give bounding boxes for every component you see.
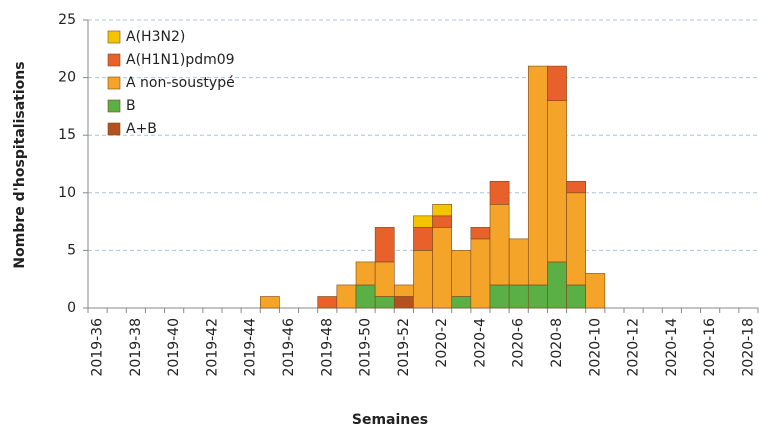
- x-tick-label: 2020-10: [587, 318, 603, 377]
- x-tick-label: 2019-36: [90, 318, 106, 377]
- legend-label: B: [126, 98, 136, 114]
- bar-segment: [374, 227, 395, 263]
- legend-swatch: [107, 53, 121, 67]
- x-tick-label: 2019-38: [128, 318, 144, 377]
- bar-segment: [451, 250, 472, 297]
- bar-segment: [432, 215, 453, 228]
- legend-swatch: [107, 99, 121, 113]
- bar-segment: [470, 227, 491, 240]
- x-tick-label: 2020-16: [702, 318, 718, 377]
- bar-segment: [374, 261, 395, 297]
- x-tick-label: 2020-6: [511, 318, 527, 368]
- bar-segment: [527, 284, 548, 309]
- bar-segment: [451, 296, 472, 309]
- bar-segment: [508, 238, 529, 286]
- legend-label: A(H1N1)pdm09: [126, 52, 235, 68]
- x-tick-label: 2020-2: [434, 318, 450, 368]
- bar-segment: [432, 204, 453, 217]
- legend-label: A+B: [126, 121, 157, 137]
- legend-swatch: [107, 30, 121, 44]
- bar-segment: [547, 65, 567, 101]
- bar-segment: [374, 296, 395, 309]
- x-tick-label: 2019-52: [396, 318, 412, 377]
- x-tick-label: 2019-50: [358, 318, 374, 377]
- x-tick-label: 2019-48: [319, 318, 335, 377]
- x-tick-label: 2020-4: [472, 318, 488, 368]
- bar-segment: [393, 284, 414, 297]
- y-tick-label: 25: [58, 12, 76, 28]
- bar-segment: [413, 215, 433, 228]
- bar-segment: [413, 227, 433, 251]
- bar-segment: [259, 296, 280, 309]
- bar-segment: [566, 284, 587, 309]
- legend-label: A(H3N2): [126, 29, 185, 45]
- y-tick-label: 20: [58, 70, 76, 86]
- x-tick-label: 2019-46: [281, 318, 297, 377]
- x-tick-label: 2020-8: [549, 318, 565, 368]
- y-axis-title: Nombre d'hospitalisations: [12, 61, 28, 268]
- x-tick-label: 2019-40: [166, 318, 182, 377]
- y-tick-label: 5: [67, 242, 76, 258]
- bar-segment: [547, 261, 567, 309]
- bar-segment: [489, 284, 510, 309]
- x-tick-label: 2020-14: [664, 318, 680, 377]
- bar-segment: [336, 284, 357, 309]
- legend-swatch: [107, 76, 121, 90]
- x-tick-label: 2019-42: [204, 318, 220, 377]
- y-tick-label: 15: [58, 127, 76, 143]
- bar-segment: [355, 261, 376, 286]
- legend-swatch: [107, 122, 121, 136]
- legend-label: A non-soustypé: [126, 75, 235, 91]
- bar-segment: [508, 284, 529, 309]
- bar-segment: [413, 250, 433, 309]
- bar-segment: [393, 296, 414, 309]
- bar-segment: [317, 296, 338, 309]
- bar-segment: [547, 100, 567, 263]
- bar-segment: [489, 204, 510, 286]
- y-tick-label: 10: [58, 185, 76, 201]
- bar-segment: [566, 180, 587, 194]
- bar-segment: [566, 192, 587, 286]
- bar-segment: [585, 273, 606, 309]
- bar-segment: [470, 238, 491, 309]
- bar-segment: [432, 227, 453, 309]
- bar-segment: [355, 284, 376, 309]
- x-axis-title: Semaines: [352, 412, 428, 428]
- bar-segment: [489, 180, 510, 205]
- x-tick-label: 2020-18: [740, 318, 756, 377]
- x-tick-label: 2020-12: [626, 318, 642, 377]
- y-tick-label: 0: [67, 300, 76, 316]
- bar-segment: [527, 65, 548, 286]
- x-tick-label: 2019-44: [243, 318, 259, 377]
